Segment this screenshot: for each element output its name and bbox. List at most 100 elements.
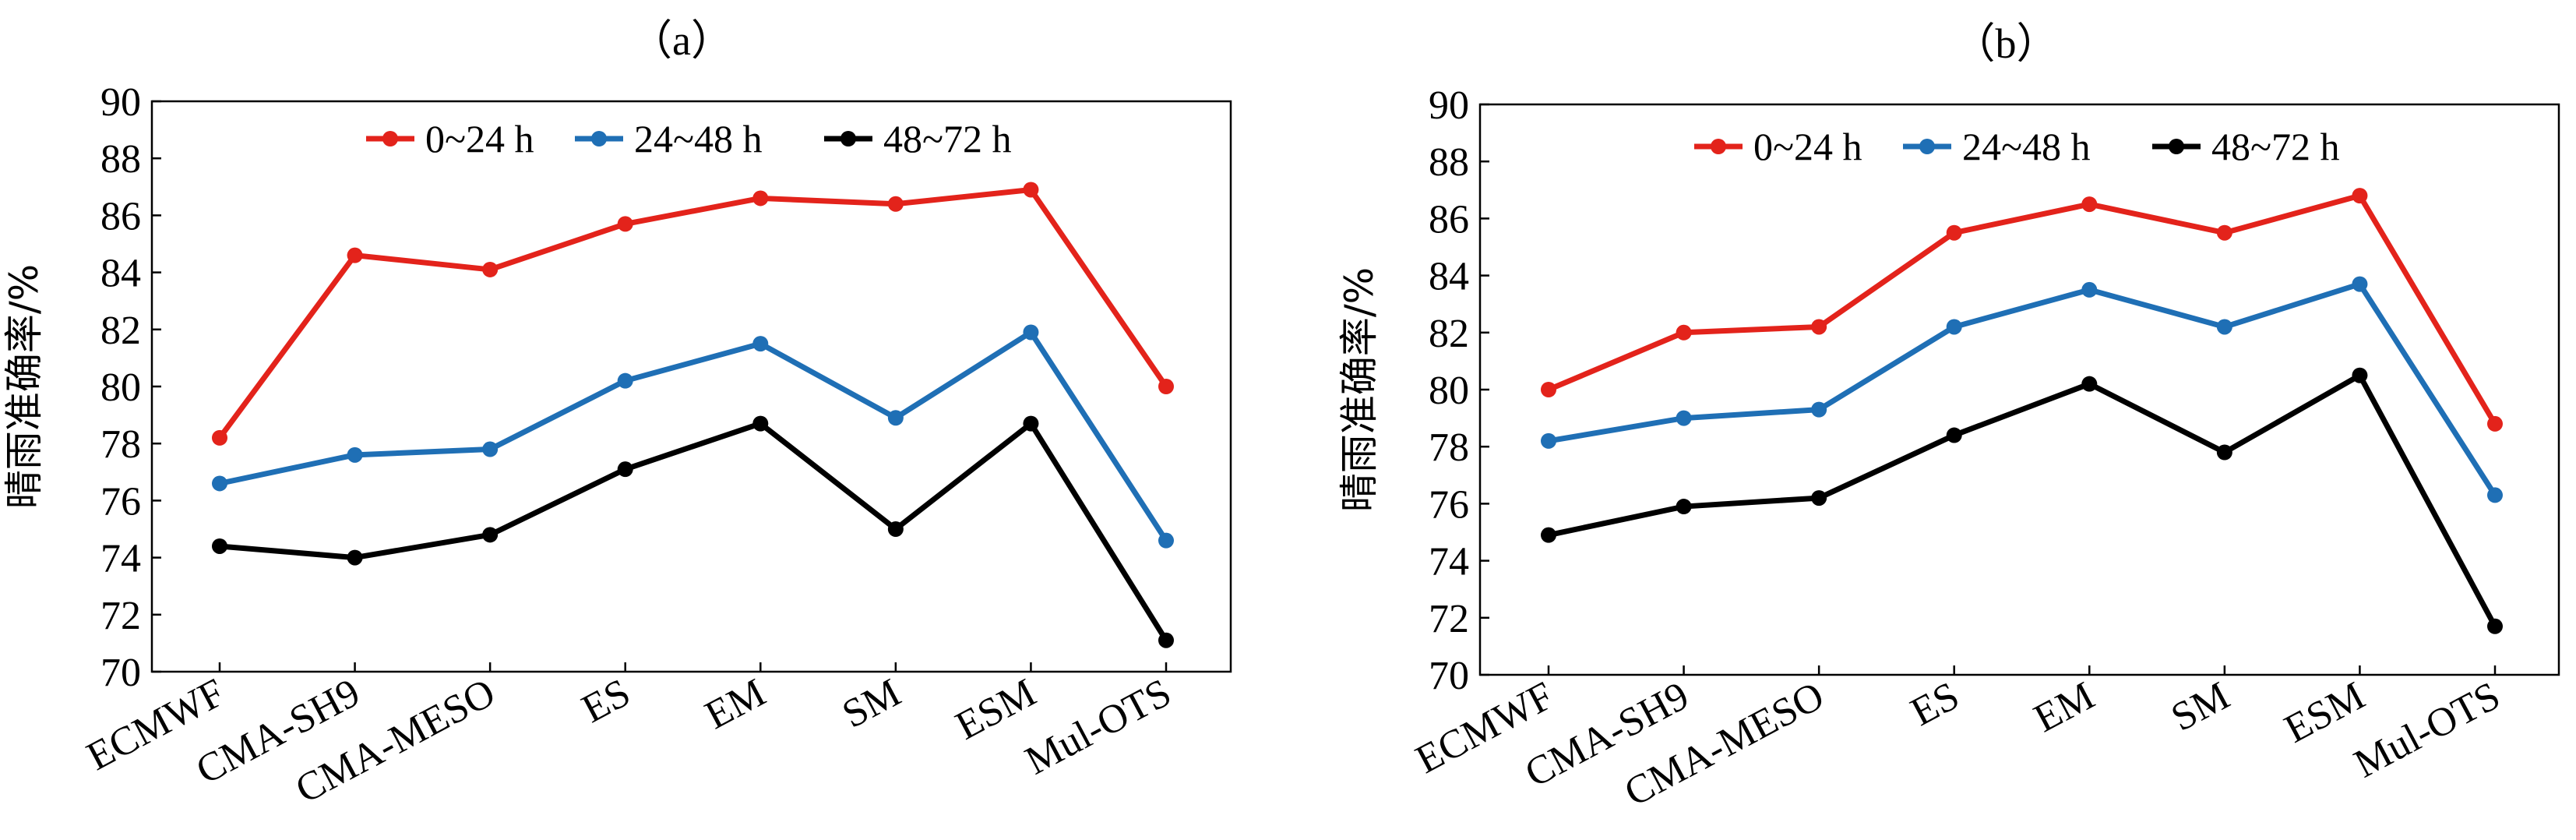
data-point [1676, 499, 1692, 515]
series-line-2 [219, 329, 1168, 542]
data-point [1946, 427, 1962, 443]
legend-marker [591, 131, 607, 146]
data-point [212, 538, 227, 554]
y-tick-label: 88 [100, 137, 141, 182]
data-point [1023, 415, 1039, 432]
data-point [347, 549, 363, 566]
data-point [482, 527, 499, 543]
y-tick-label: 88 [1429, 140, 1469, 185]
data-point [1676, 410, 1692, 426]
y-axis-label: 晴雨准确率/% [2, 264, 47, 509]
y-tick-label: 90 [100, 80, 141, 125]
x-tick-label: ES [575, 670, 637, 732]
data-point [1541, 432, 1556, 449]
data-point [1946, 224, 1962, 241]
x-tick-label: EM [698, 670, 773, 738]
y-tick-label: 80 [1429, 369, 1469, 413]
data-point [2487, 415, 2503, 432]
series-line-2 [1548, 281, 2497, 497]
chart-b-svg: （b）晴雨准确率/%7072747678808284868890ECMWFCMA… [1337, 20, 2560, 815]
data-point [1946, 319, 1962, 335]
y-tick-label: 84 [100, 252, 141, 296]
legend-label-2: 24~48 h [1962, 125, 2091, 168]
x-tick-label: SM [2164, 673, 2236, 740]
data-point [1541, 382, 1556, 397]
legend-marker [840, 131, 856, 146]
data-point [2081, 376, 2098, 392]
data-point [2352, 188, 2368, 204]
data-point [1158, 532, 1174, 549]
data-point [1811, 490, 1827, 506]
data-point [752, 190, 769, 206]
y-tick-label: 78 [100, 422, 141, 467]
x-tick-label: SM [835, 670, 907, 737]
y-tick-label: 72 [100, 594, 141, 638]
y-tick-label: 74 [100, 537, 141, 581]
x-tick-label: EM [2027, 673, 2102, 741]
x-tick-label: Mul-OTS [1018, 670, 1178, 783]
data-point [2352, 276, 2368, 292]
legend-marker [382, 131, 398, 146]
series-line-1 [217, 186, 1168, 439]
chart-a-svg: （a）晴雨准确率/%7072747678808284868890ECMWFCMA… [2, 17, 1232, 812]
data-point [887, 410, 904, 426]
plot-frame [1478, 103, 2560, 676]
data-point [1811, 401, 1827, 418]
data-point [617, 461, 633, 478]
y-tick-label: 82 [1429, 312, 1469, 356]
y-tick-label: 76 [100, 479, 141, 524]
legend-label-3: 48~72 h [2211, 125, 2340, 168]
chart-panel-a: （a） 晴雨准确率/% 70 72 74 76 78 80 82 84 86 88 90 ECMWF CMA… [0, 0, 1285, 840]
legend-marker [2169, 139, 2184, 154]
data-point [1811, 319, 1827, 335]
legend-marker [1711, 139, 1726, 154]
data-point [212, 475, 227, 492]
legend-marker [1919, 139, 1935, 154]
data-point [1023, 324, 1039, 341]
y-tick-label: 76 [1429, 482, 1469, 527]
chart-panel-b: （b） 晴雨准确率/% 70 72 74 76 78 80 82 84 86 88 90 ECMWF CMA… [1285, 0, 2576, 840]
series-line-3 [219, 421, 1168, 642]
series-line-1 [1547, 192, 2498, 425]
data-point [212, 429, 227, 446]
legend-label-3: 48~72 h [883, 117, 1012, 161]
y-tick-label: 74 [1429, 540, 1469, 584]
x-tick-label: ESM [949, 670, 1043, 749]
data-point [347, 247, 363, 263]
x-tick-label: ES [1904, 673, 1966, 735]
x-tick-label: Mul-OTS [2347, 673, 2507, 786]
data-point [887, 196, 904, 212]
y-tick-label: 82 [100, 309, 141, 353]
data-point [887, 521, 904, 537]
y-tick-label: 70 [100, 651, 141, 695]
series-line-3 [1548, 372, 2498, 628]
data-point [2216, 444, 2232, 461]
panel-title: （a） [630, 17, 733, 64]
data-point [617, 216, 633, 232]
data-point [1158, 379, 1174, 394]
data-point [2352, 367, 2368, 383]
y-tick-label: 84 [1429, 255, 1469, 299]
data-point [2216, 224, 2232, 241]
x-tick-label: ESM [2278, 673, 2372, 752]
data-point [1158, 632, 1174, 648]
data-point [2216, 319, 2232, 335]
data-point [347, 446, 363, 463]
data-point [482, 441, 499, 457]
legend-label-1: 0~24 h [425, 117, 534, 161]
y-axis-label: 晴雨准确率/% [1337, 267, 1382, 512]
data-point [2487, 487, 2503, 503]
data-point [752, 415, 769, 432]
legend-label-2: 24~48 h [634, 117, 763, 161]
panel-title: （b） [1954, 20, 2059, 67]
data-point [2081, 281, 2098, 298]
y-tick-label: 90 [1429, 83, 1469, 128]
data-point [1541, 527, 1556, 543]
y-tick-label: 72 [1429, 597, 1469, 641]
data-point [482, 261, 499, 277]
data-point [2487, 618, 2503, 634]
data-point [1676, 324, 1692, 341]
y-tick-label: 70 [1429, 654, 1469, 698]
y-tick-label: 86 [100, 194, 141, 238]
y-tick-label: 86 [1429, 197, 1469, 242]
